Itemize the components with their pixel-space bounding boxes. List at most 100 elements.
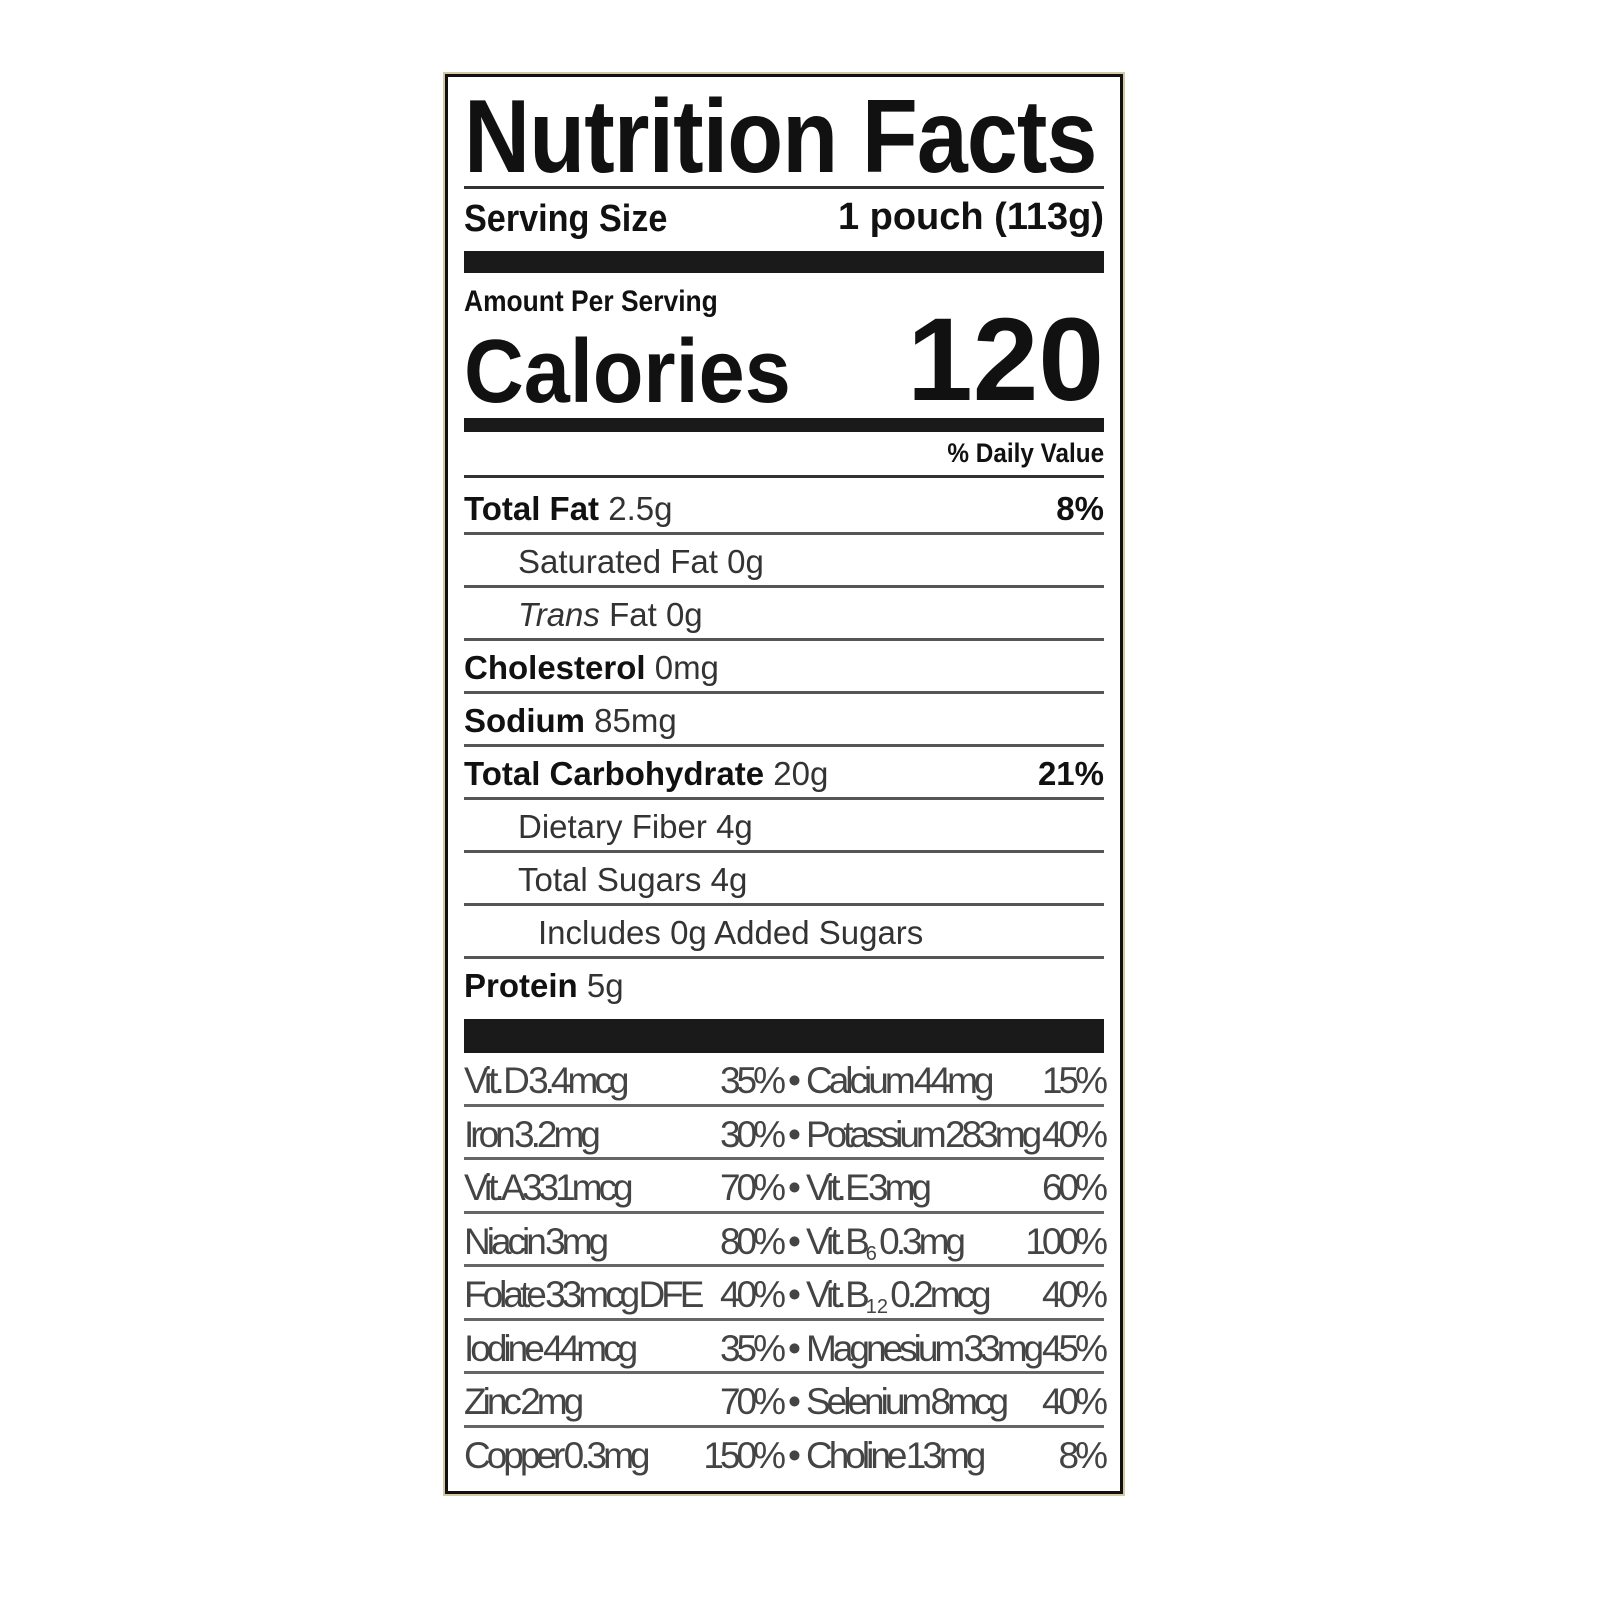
micronutrient-row: Zinc 2mg 70% Selenium 8mcg 40% • bbox=[464, 1374, 1108, 1430]
nutrient-name: Total Carbohydrate bbox=[464, 755, 765, 792]
nutrient-name: Sodium bbox=[464, 702, 585, 739]
thick-divider bbox=[464, 251, 1104, 273]
bullet-separator: • bbox=[788, 1220, 801, 1262]
nutrient-amount: 5g bbox=[586, 967, 624, 1004]
nutrient-amount: 4g bbox=[716, 808, 753, 845]
nutrient-name: Fat bbox=[599, 596, 657, 633]
micronutrient-daily-value: 40% bbox=[719, 1274, 786, 1315]
calories-label: Calories bbox=[464, 322, 791, 422]
bullet-separator: • bbox=[788, 1327, 801, 1369]
bullet-separator: • bbox=[788, 1167, 801, 1208]
micronutrient-daily-value: 15% bbox=[1041, 1060, 1108, 1101]
thick-divider bbox=[464, 1019, 1104, 1053]
micronutrient-right-name: Magnesium 33mg bbox=[806, 1321, 1045, 1377]
micronutrient-left-name: Folate 33mcg DFE bbox=[464, 1267, 704, 1323]
nutrient-row: Trans Fat 0g bbox=[464, 588, 1104, 641]
nutrient-row: Protein 5g bbox=[464, 959, 1104, 1012]
micronutrient-amount: 0.3mg bbox=[879, 1220, 966, 1262]
micronutrient-name: Vit. D bbox=[464, 1060, 530, 1101]
nutrient-name: Dietary Fiber bbox=[518, 808, 707, 845]
micronutrient-daily-value: 70% bbox=[719, 1167, 786, 1208]
micronutrient-right-name: Vit. E 3mg bbox=[806, 1160, 932, 1216]
micronutrient-left-name: Vit. A 331mcg bbox=[464, 1160, 634, 1216]
micronutrient-left-name: Zinc 2mg bbox=[464, 1374, 584, 1430]
micronutrient-name: Iron bbox=[464, 1113, 516, 1155]
panel-title: Nutrition Facts bbox=[464, 79, 1097, 195]
micronutrient-name: Potassium bbox=[806, 1113, 947, 1155]
micronutrient-daily-value: 70% bbox=[719, 1381, 786, 1422]
micronutrient-right-name: Choline 13mg bbox=[806, 1428, 986, 1484]
bullet-separator: • bbox=[788, 1274, 801, 1315]
micronutrient-amount: 44mg bbox=[913, 1060, 995, 1101]
micronutrient-amount: 3.4mcg bbox=[528, 1060, 629, 1101]
micronutrient-amount: 283mg bbox=[945, 1113, 1042, 1155]
nutrient-row: Total Fat 2.5g 8% bbox=[464, 482, 1104, 535]
micronutrient-daily-value: 40% bbox=[1041, 1274, 1108, 1315]
micronutrient-daily-value: 80% bbox=[719, 1220, 786, 1262]
micronutrient-left-name: Vit. D 3.4mcg bbox=[464, 1053, 629, 1109]
serving-size-value: 1 pouch (113g) bbox=[837, 196, 1104, 238]
nutrient-amount: 4g bbox=[710, 861, 748, 898]
nutrient-name: Saturated Fat bbox=[518, 543, 718, 580]
nutrition-label: Nutrition Facts Serving Size 1 pouch (11… bbox=[443, 72, 1125, 1496]
micronutrient-right-name: Vit. B6 0.3mg bbox=[806, 1214, 966, 1282]
micronutrient-name: Iodine bbox=[464, 1327, 545, 1369]
micronutrient-daily-value: 45% bbox=[1041, 1327, 1108, 1369]
nutrient-daily-value: 8% bbox=[1056, 490, 1104, 527]
subscript: 6 bbox=[865, 1242, 877, 1265]
micronutrient-amount: 33mg bbox=[963, 1327, 1045, 1369]
bullet-separator: • bbox=[788, 1434, 801, 1476]
nutrient-amount: 85mg bbox=[594, 702, 677, 739]
divider bbox=[464, 475, 1104, 478]
bullet-separator: • bbox=[788, 1060, 801, 1101]
subscript: 12 bbox=[865, 1296, 888, 1318]
micronutrient-row: Copper 0.3mg 150% Choline 13mg 8% • bbox=[464, 1428, 1109, 1484]
micronutrient-daily-value: 60% bbox=[1041, 1167, 1108, 1208]
micronutrient-name: Vit. B bbox=[806, 1220, 870, 1262]
nutrient-name-italic: Trans bbox=[518, 596, 600, 633]
calories-value: 120 bbox=[907, 294, 1104, 426]
micronutrient-amount: 3mg bbox=[868, 1167, 932, 1208]
micronutrient-row: Folate 33mcg DFE 40% Vit. B12 0.2mcg 40% • bbox=[464, 1267, 1108, 1323]
nutrient-row: Saturated Fat 0g bbox=[464, 535, 1104, 588]
nutrient-name: Includes 0g Added Sugars bbox=[538, 914, 924, 951]
micronutrient-amount: 44mcg bbox=[543, 1327, 638, 1369]
nutrient-amount: 0g bbox=[727, 543, 764, 580]
micronutrient-name: Vit. A bbox=[464, 1167, 524, 1208]
micronutrient-daily-value: 100% bbox=[1025, 1220, 1108, 1262]
bullet-separator: • bbox=[788, 1113, 801, 1155]
micronutrient-name: Selenium bbox=[806, 1381, 932, 1422]
micronutrient-daily-value: 40% bbox=[1041, 1381, 1108, 1422]
micronutrient-daily-value: 30% bbox=[719, 1113, 786, 1155]
micronutrient-left-name: Copper 0.3mg bbox=[464, 1428, 651, 1484]
serving-size-label: Serving Size bbox=[464, 198, 668, 240]
micronutrient-row: Niacin 3mg 80% Vit. B6 0.3mg 100% • bbox=[464, 1214, 1108, 1270]
amount-per-serving: Amount Per Serving bbox=[464, 285, 718, 318]
nutrient-amount: 0mg bbox=[654, 649, 719, 686]
nutrient-name: Protein bbox=[464, 967, 578, 1004]
micronutrient-row: Iron 3.2mg 30% Potassium 283mg 40% • bbox=[464, 1107, 1108, 1160]
micronutrient-amount: 3mg bbox=[545, 1220, 609, 1262]
nutrient-amount: 20g bbox=[773, 755, 829, 792]
micronutrient-name: Vit. E bbox=[806, 1167, 870, 1208]
micronutrient-daily-value: 35% bbox=[719, 1327, 786, 1369]
nutrient-daily-value: 21% bbox=[1037, 755, 1104, 792]
micronutrient-daily-value: 150% bbox=[703, 1434, 786, 1476]
nutrition-facts-panel: Nutrition Facts Serving Size 1 pouch (11… bbox=[445, 74, 1123, 1494]
micronutrient-right-name: Vit. B12 0.2mcg bbox=[806, 1267, 992, 1335]
nutrient-row: Total Carbohydrate 20g 21% bbox=[464, 747, 1104, 800]
micronutrient-name: Copper bbox=[464, 1434, 565, 1476]
nutrient-row: Sodium 85mg bbox=[464, 694, 1104, 747]
bullet-separator: • bbox=[788, 1381, 801, 1422]
micronutrient-name: Folate bbox=[464, 1274, 547, 1315]
micronutrient-row: Vit. A 331mcg 70% Vit. E 3mg 60% • bbox=[464, 1160, 1108, 1216]
micronutrient-left-name: Niacin 3mg bbox=[464, 1214, 609, 1270]
micronutrient-amount: 0.3mg bbox=[563, 1434, 651, 1476]
micronutrient-daily-value: 8% bbox=[1058, 1434, 1109, 1476]
thick-divider bbox=[464, 418, 1104, 432]
micronutrient-amount: 33mcg DFE bbox=[545, 1274, 704, 1315]
nutrient-amount: 2.5g bbox=[608, 490, 673, 527]
nutrient-row: Cholesterol 0mg bbox=[464, 641, 1104, 694]
micronutrient-amount: 8mcg bbox=[930, 1381, 1010, 1422]
micronutrient-amount: 2mg bbox=[520, 1381, 584, 1422]
